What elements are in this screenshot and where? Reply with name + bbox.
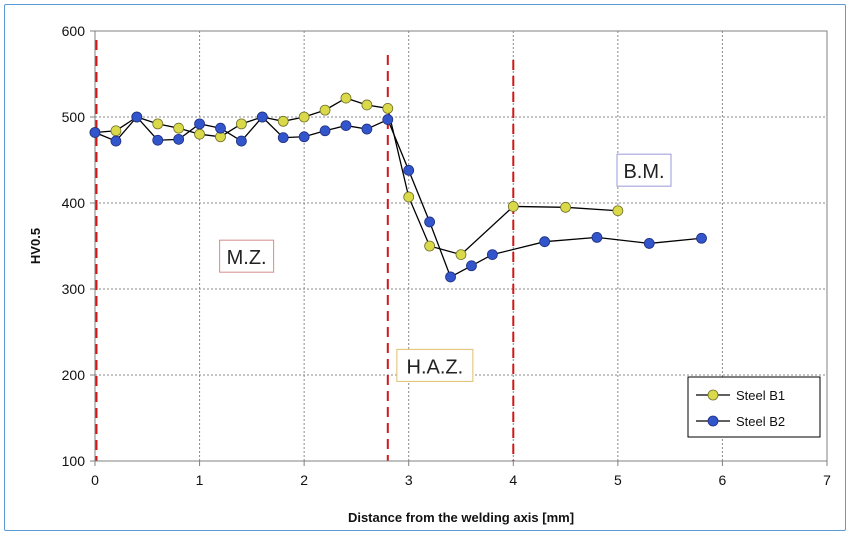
- figure-border: [4, 4, 846, 531]
- data-point: [110, 125, 122, 137]
- x-tick-label: 4: [509, 472, 517, 488]
- data-point: [340, 92, 352, 104]
- data-point: [194, 128, 205, 140]
- x-tick-label: 5: [614, 472, 622, 488]
- data-point: [560, 201, 571, 213]
- y-axis-label: HV0.5: [28, 228, 43, 264]
- data-point: [403, 164, 415, 176]
- data-point: [256, 111, 268, 123]
- series-line: [94, 116, 702, 278]
- data-point: [361, 123, 373, 135]
- data-point: [110, 135, 122, 147]
- y-tick-label: 300: [62, 281, 86, 297]
- data-point: [382, 103, 394, 114]
- x-tick-label: 0: [91, 472, 99, 488]
- data-point: [152, 118, 164, 130]
- zone-label-box: [616, 153, 672, 187]
- data-point: [403, 191, 415, 203]
- y-tick-label: 100: [62, 453, 86, 469]
- series-steel-b1: [89, 92, 624, 261]
- legend-label-steel-b1: Steel B1: [736, 388, 785, 403]
- x-tick-label: 1: [196, 472, 204, 488]
- x-axis-label: Distance from the welding axis [mm]: [348, 510, 574, 525]
- x-tick-label: 3: [405, 472, 413, 488]
- zone-label-box: [219, 239, 275, 273]
- data-point: [215, 122, 226, 134]
- legend-label-steel-b2: Steel B2: [736, 414, 785, 429]
- data-point: [591, 231, 603, 243]
- data-point: [643, 238, 655, 249]
- data-point: [466, 260, 477, 272]
- data-point: [319, 104, 331, 116]
- data-point: [445, 271, 456, 283]
- zone-label-text: H.A.Z.: [407, 356, 464, 378]
- y-tick-label: 600: [62, 23, 86, 39]
- data-point: [89, 127, 101, 138]
- legend: Steel B1 Steel B2: [687, 376, 821, 438]
- data-point: [424, 240, 436, 252]
- data-point: [131, 111, 143, 123]
- y-tick-label: 400: [62, 195, 86, 211]
- legend-marker-steel-b2: [707, 415, 719, 427]
- data-point: [612, 205, 624, 217]
- data-point: [507, 201, 519, 212]
- x-tick-label: 2: [300, 472, 308, 488]
- legend-marker-steel-b1: [707, 389, 719, 401]
- data-point: [173, 133, 185, 145]
- data-point: [298, 131, 310, 143]
- data-point: [382, 114, 394, 125]
- data-point: [235, 118, 247, 130]
- zone-label-box: [396, 348, 474, 382]
- series-steel-b2: [89, 111, 707, 283]
- data-point: [152, 134, 164, 146]
- y-tick-label: 200: [62, 367, 86, 383]
- zone-labels: M.Z. H.A.Z. B.M.: [219, 153, 672, 382]
- data-point: [277, 115, 289, 127]
- data-point: [340, 120, 352, 131]
- data-point: [194, 118, 205, 130]
- data-point: [173, 122, 185, 134]
- data-point: [455, 249, 467, 261]
- data-point: [424, 216, 436, 228]
- plot-area-frame: [94, 30, 828, 462]
- data-point: [319, 125, 331, 137]
- y-tick-label: 500: [62, 109, 86, 125]
- data-point: [486, 249, 498, 261]
- data-point: [539, 236, 551, 248]
- data-point: [361, 99, 373, 111]
- x-tick-label: 6: [719, 472, 727, 488]
- zone-label-mz: M.Z.: [219, 239, 275, 273]
- data-point: [235, 135, 247, 147]
- zone-label-text: M.Z.: [227, 247, 267, 269]
- data-point: [298, 111, 310, 123]
- legend-box: [687, 376, 821, 438]
- zone-label-text: B.M.: [623, 161, 664, 183]
- x-tick-label: 7: [823, 472, 831, 488]
- data-point: [696, 232, 707, 244]
- series-line: [94, 97, 618, 256]
- series: [89, 92, 707, 283]
- data-point: [277, 132, 289, 144]
- zone-label-haz: H.A.Z.: [396, 348, 474, 382]
- zone-label-bm: B.M.: [616, 153, 672, 187]
- axis-ticks: 0 1 2 3 4 5 6 7 100 200 300 400 500 600: [62, 23, 831, 488]
